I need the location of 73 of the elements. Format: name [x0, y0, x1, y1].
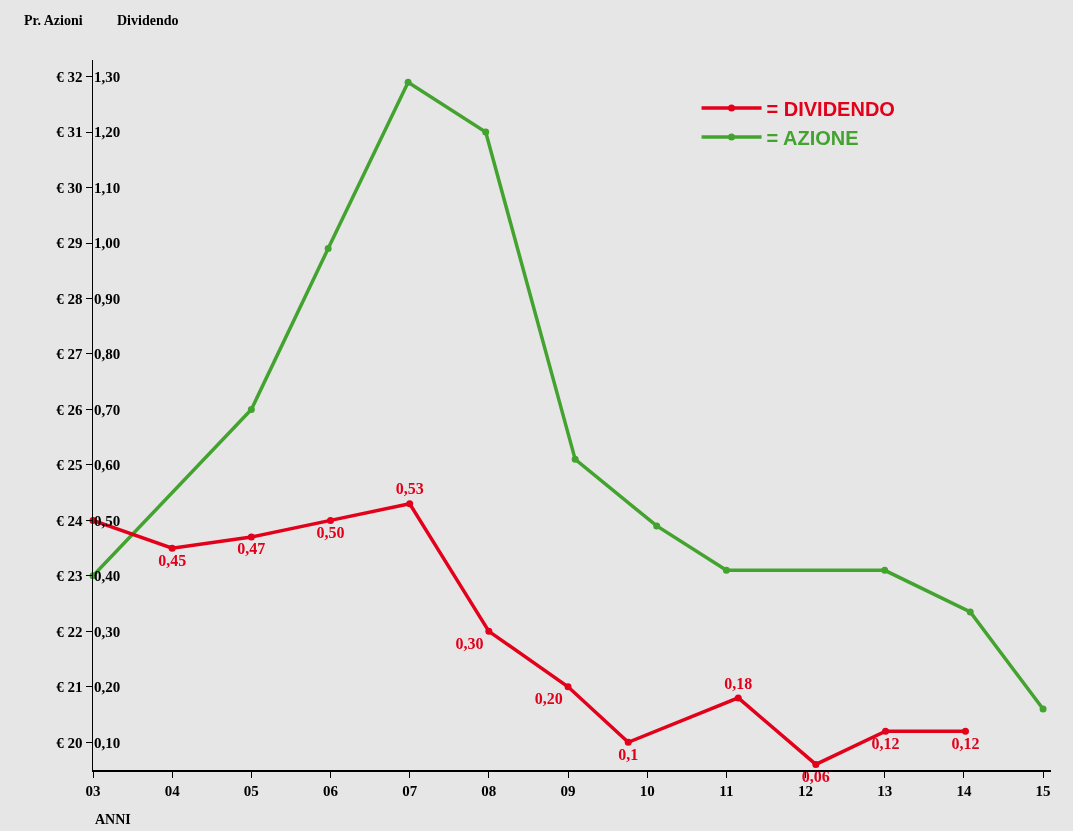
- y-tick-label: € 25: [56, 457, 83, 474]
- y2-tick-label: 0,30: [94, 623, 121, 640]
- point: [624, 738, 632, 746]
- data-label: 0,47: [237, 540, 266, 558]
- data-label: 0,12: [951, 734, 980, 752]
- point: [881, 566, 889, 574]
- y-tick-label: € 29: [56, 235, 83, 252]
- x-tick-label: 08: [481, 782, 497, 799]
- data-label: 0,30: [455, 634, 484, 652]
- y2-tick-label: 1,20: [94, 124, 121, 141]
- y2-tick-label: 1,30: [94, 68, 121, 85]
- y-tick-label: € 30: [56, 179, 83, 196]
- y-tick-label: € 28: [56, 290, 83, 307]
- x-tick-label: 15: [1035, 782, 1051, 799]
- y-axis-title: Pr. Azioni: [24, 13, 83, 28]
- point: [247, 533, 255, 541]
- x-axis-title: ANNI: [95, 812, 131, 827]
- legend-label: = AZIONE: [766, 126, 859, 149]
- point: [653, 522, 661, 530]
- point: [482, 128, 490, 136]
- point: [961, 727, 969, 735]
- point: [734, 694, 742, 702]
- point: [882, 727, 890, 735]
- point: [966, 608, 974, 616]
- point: [571, 455, 579, 463]
- x-tick-label: 06: [323, 782, 339, 799]
- y2-tick-label: 0,10: [94, 734, 121, 751]
- point: [812, 760, 820, 768]
- y2-tick-label: 0,40: [94, 568, 121, 585]
- y-tick-label: € 27: [56, 346, 83, 363]
- y2-tick-label: 0,60: [94, 457, 121, 474]
- y-tick-label: € 32: [56, 68, 83, 85]
- data-label: 0,53: [395, 480, 424, 498]
- point: [404, 78, 412, 86]
- point: [485, 627, 493, 635]
- x-tick-label: 07: [402, 782, 418, 799]
- point: [327, 516, 335, 524]
- data-label: 0,20: [534, 690, 563, 708]
- data-label: 0,45: [158, 551, 187, 569]
- y2-tick-label: 0,90: [94, 290, 121, 307]
- y-tick-label: € 24: [56, 512, 83, 529]
- data-label: 0,12: [871, 734, 900, 752]
- point: [406, 500, 414, 508]
- y-tick-label: € 20: [56, 734, 83, 751]
- x-tick-label: 13: [877, 782, 893, 799]
- y2-tick-label: 0,70: [94, 401, 121, 418]
- data-label: 0,50: [316, 523, 345, 541]
- x-tick-label: 04: [164, 782, 181, 799]
- data-label: 0,1: [618, 745, 639, 763]
- point: [247, 405, 255, 413]
- x-tick-label: 11: [719, 782, 734, 799]
- y2-tick-label: 1,10: [94, 179, 121, 196]
- y-tick-label: € 21: [56, 679, 83, 696]
- y-tick-label: € 23: [56, 568, 83, 585]
- y-tick-label: € 31: [56, 124, 83, 141]
- x-tick-label: 14: [956, 782, 972, 799]
- y2-tick-label: 1,00: [94, 235, 121, 252]
- legend-label: = DIVIDENDO: [766, 97, 895, 120]
- y-tick-label: € 22: [56, 623, 83, 640]
- point: [564, 683, 572, 691]
- y-tick-label: € 26: [56, 401, 83, 418]
- point: [722, 566, 730, 574]
- x-tick-label: 09: [560, 782, 576, 799]
- y2-tick-label: 0,20: [94, 679, 121, 696]
- data-label: 0,18: [724, 674, 753, 692]
- point: [1039, 705, 1047, 713]
- y2-axis-title: Dividendo: [117, 13, 179, 28]
- point: [168, 544, 176, 552]
- x-tick-label: 10: [639, 782, 655, 799]
- x-tick-label: 05: [243, 782, 259, 799]
- y2-tick-label: 0,80: [94, 346, 121, 363]
- x-tick-label: 03: [85, 782, 101, 799]
- point: [324, 245, 332, 253]
